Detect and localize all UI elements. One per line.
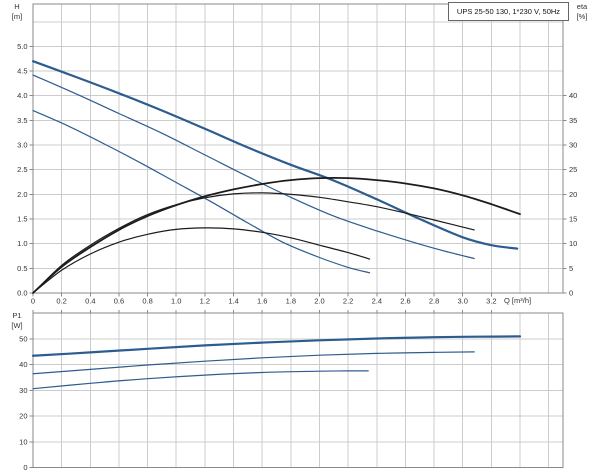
head-y-tick-label: 4.5 — [17, 67, 27, 76]
eta-y-tick-label: 5 — [569, 264, 573, 273]
x-tick-label: 2.4 — [372, 297, 382, 306]
x-tick-label: 0 — [31, 297, 35, 306]
x-tick-label: 2.6 — [400, 297, 410, 306]
head-y-tick-label: 0.0 — [17, 289, 27, 298]
x-tick-label: 0.6 — [114, 297, 124, 306]
head-y-tick-label: 3.0 — [17, 141, 27, 150]
x-tick-label: 3.2 — [486, 297, 496, 306]
eta-y-tick-label: 10 — [569, 239, 577, 248]
eta-y-tick-label: 20 — [569, 190, 577, 199]
x-tick-label: 0.4 — [85, 297, 95, 306]
head-y-tick-label: 2.5 — [17, 165, 27, 174]
head-axis-unit-bracket: [m] — [11, 12, 23, 22]
head-y-tick-label: 0.5 — [17, 264, 27, 273]
eta-y-tick-label: 25 — [569, 165, 577, 174]
eta-axis-unit: eta [%] — [570, 2, 594, 22]
curve-p1-speed2 — [32, 351, 475, 375]
power-y-tick-label: 0 — [23, 463, 27, 472]
power-axis-unit-bracket: [W] — [11, 321, 23, 331]
power-y-tick-label: 50 — [19, 334, 27, 343]
eta-axis-unit-bracket: [%] — [576, 12, 588, 22]
power-axis-unit-symbol: P1 — [12, 311, 22, 320]
head-axis-unit-symbol: H — [14, 2, 20, 11]
power-y-tick-label: 30 — [19, 386, 27, 395]
x-tick-label: 0.8 — [142, 297, 152, 306]
head-y-tick-label: 5.0 — [17, 42, 27, 51]
curve-p1-speed3 — [31, 335, 522, 357]
x-tick-label: 3.0 — [458, 297, 468, 306]
power-y-tick-label: 40 — [19, 360, 27, 369]
curve-eta-speed3 — [32, 176, 521, 294]
x-tick-label: 1.2 — [200, 297, 210, 306]
power-axis-unit: P1 [W] — [6, 311, 28, 331]
power-y-tick-label: 10 — [19, 437, 27, 446]
chart-title: UPS 25-50 130, 1*230 V, 50Hz — [456, 7, 561, 16]
x-tick-label: 2.2 — [343, 297, 353, 306]
x-tick-label: 1.8 — [286, 297, 296, 306]
eta-y-tick-label: 30 — [569, 141, 577, 150]
curve-p1-speed1 — [32, 370, 369, 390]
head-y-tick-label: 4.0 — [17, 91, 27, 100]
x-tick-label: 2.0 — [314, 297, 324, 306]
power-y-tick-label: 20 — [19, 412, 27, 421]
eta-axis-unit-symbol: eta — [576, 2, 588, 11]
eta-y-tick-label: 0 — [569, 289, 573, 298]
curve-eta-speed1 — [32, 227, 371, 294]
head-y-tick-label: 2.0 — [17, 190, 27, 199]
curve-h-speed2 — [32, 74, 475, 260]
curve-h-speed1 — [32, 109, 371, 274]
x-tick-label: 1.0 — [171, 297, 181, 306]
head-y-tick-label: 3.5 — [17, 116, 27, 125]
x-tick-label: 0.2 — [56, 297, 66, 306]
x-tick-label: 1.4 — [228, 297, 238, 306]
x-tick-label: 2.8 — [429, 297, 439, 306]
x-tick-label: 1.6 — [257, 297, 267, 306]
flow-axis-label: Q [m³/h] — [504, 296, 532, 305]
eta-y-tick-label: 40 — [569, 91, 577, 100]
chart-title-box: UPS 25-50 130, 1*230 V, 50Hz — [448, 2, 569, 21]
curve-h-speed3 — [31, 60, 519, 250]
eta-y-tick-label: 15 — [569, 215, 577, 224]
head-panel-border — [32, 3, 564, 294]
head-y-tick-label: 1.5 — [17, 215, 27, 224]
head-y-tick-label: 1.0 — [17, 239, 27, 248]
eta-y-tick-label: 35 — [569, 116, 577, 125]
curve-eta-speed2 — [32, 192, 475, 294]
head-axis-unit: H [m] — [6, 2, 28, 22]
